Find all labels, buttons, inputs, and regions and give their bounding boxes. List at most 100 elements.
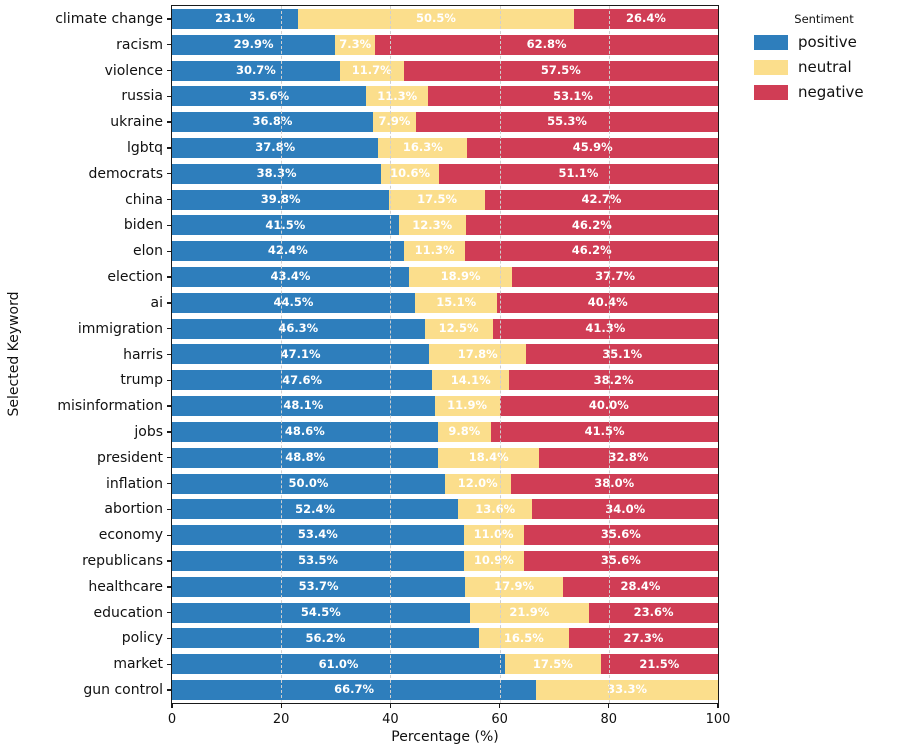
y-tick-label: economy	[98, 527, 163, 544]
y-tick-mark	[167, 431, 171, 433]
bar-value-label: 61.0%	[318, 656, 359, 671]
bar-value-label: 53.7%	[298, 579, 339, 594]
bar-segment-positive: 43.4%	[172, 267, 409, 288]
bar-row: 42.4% 11.3% 46.2%	[172, 238, 718, 264]
bar-stack: 29.9% 7.3% 62.8%	[172, 34, 718, 55]
bar-stack: 53.4% 11.0% 35.6%	[172, 525, 718, 546]
bar-stack: 47.1% 17.8% 35.1%	[172, 344, 718, 365]
bar-segment-negative: 46.2%	[465, 241, 718, 262]
bar-row: 47.6% 14.1% 38.2%	[172, 367, 718, 393]
bar-value-label: 47.6%	[282, 372, 323, 387]
bar-value-label: 11.7%	[351, 62, 392, 77]
gridline	[281, 6, 283, 703]
y-tick-label: lgbtq	[126, 139, 163, 156]
bar-segment-neutral: 17.5%	[505, 654, 601, 675]
bar-segment-positive: 23.1%	[172, 8, 299, 29]
bar-row: 50.0% 12.0% 38.0%	[172, 471, 718, 497]
y-tick-label: democrats	[88, 165, 163, 182]
bar-value-label: 48.1%	[283, 398, 324, 413]
bar-stack: 37.8% 16.3% 45.9%	[172, 137, 718, 158]
gridline	[608, 6, 610, 703]
y-tick-label: healthcare	[88, 578, 163, 595]
bar-segment-negative: 38.2%	[509, 370, 718, 391]
y-tick-mark	[167, 663, 171, 665]
y-tick-mark	[167, 586, 171, 588]
bar-segment-neutral: 13.6%	[458, 499, 533, 520]
plot-area: 23.1% 50.5% 26.4% 29.9% 7.3% 62.8% 30.7% 11.7% 5…	[171, 5, 719, 704]
bar-row: 35.6% 11.3% 53.1%	[172, 83, 718, 109]
bar-stack: 30.7% 11.7% 57.5%	[172, 60, 718, 81]
bar-segment-positive: 50.0%	[172, 473, 445, 494]
bar-segment-negative: 34.0%	[532, 499, 718, 520]
bar-value-label: 10.6%	[390, 166, 430, 181]
y-tick-mark	[167, 508, 171, 511]
bar-row: 23.1% 50.5% 26.4%	[172, 6, 718, 32]
bar-value-label: 46.2%	[571, 217, 612, 232]
bar-row: 48.1% 11.9% 40.0%	[172, 393, 718, 419]
bar-segment-negative: 46.2%	[465, 215, 718, 236]
bar-segment-negative: 51.1%	[438, 163, 718, 184]
bar-segment-neutral: 16.5%	[478, 628, 569, 649]
bar-segment-neutral: 15.1%	[414, 292, 498, 313]
y-tick-mark	[167, 250, 171, 252]
x-tick-mark	[280, 704, 282, 708]
bar-stack: 48.6% 9.8% 41.5%	[172, 421, 718, 442]
bar-stack: 53.7% 17.9% 28.4%	[172, 576, 718, 597]
bar-row: 53.4% 11.0% 35.6%	[172, 522, 718, 548]
bar-segment-negative: 23.6%	[589, 602, 718, 623]
bar-segment-negative: 41.3%	[492, 318, 718, 339]
y-tick-label: russia	[121, 88, 163, 105]
bar-value-label: 23.6%	[633, 604, 674, 619]
bar-value-label: 7.3%	[339, 36, 372, 51]
bar-segment-positive: 42.4%	[172, 241, 404, 262]
bar-value-label: 15.1%	[436, 295, 477, 310]
bar-segment-positive: 46.3%	[172, 318, 425, 339]
bar-value-label: 12.0%	[457, 475, 498, 490]
bar-value-label: 38.3%	[256, 166, 297, 181]
bar-segment-negative: 26.4%	[573, 8, 718, 29]
bar-segment-neutral: 18.9%	[408, 267, 513, 288]
bar-value-label: 11.9%	[447, 398, 488, 413]
bar-value-label: 21.9%	[509, 604, 550, 619]
bar-stack: 44.5% 15.1% 40.4%	[172, 292, 718, 313]
bar-value-label: 40.4%	[587, 295, 628, 310]
y-tick-mark	[167, 147, 171, 149]
bar-segment-positive: 53.7%	[172, 576, 466, 597]
bar-row: 48.8% 18.4% 32.8%	[172, 445, 718, 471]
bar-segment-negative: 41.5%	[491, 421, 718, 442]
bar-stack: 46.3% 12.5% 41.3%	[172, 318, 718, 339]
bar-value-label: 36.8%	[252, 114, 293, 129]
bar-value-label: 17.5%	[532, 656, 573, 671]
bar-value-label: 10.9%	[473, 553, 514, 568]
bar-value-label: 38.0%	[594, 475, 635, 490]
bar-row: 43.4% 18.9% 37.7%	[172, 264, 718, 290]
bar-value-label: 13.6%	[475, 501, 516, 516]
bar-value-label: 50.0%	[288, 475, 329, 490]
bar-segment-negative: 38.0%	[510, 473, 718, 494]
legend-label: positive	[798, 33, 857, 51]
y-tick-mark	[167, 302, 171, 304]
bar-value-label: 18.9%	[440, 269, 481, 284]
y-tick-mark	[167, 276, 171, 278]
bar-segment-negative: 55.3%	[416, 112, 718, 133]
y-tick-mark	[167, 173, 171, 175]
bar-stack: 54.5% 21.9% 23.6%	[172, 602, 718, 623]
bar-segment-neutral: 7.3%	[335, 34, 376, 55]
bar-value-label: 17.5%	[417, 191, 458, 206]
y-tick-label: inflation	[106, 475, 163, 492]
y-tick-mark	[167, 560, 171, 562]
bar-value-label: 53.4%	[297, 527, 338, 542]
bar-row: 56.2% 16.5% 27.3%	[172, 626, 718, 652]
bar-value-label: 39.8%	[260, 191, 301, 206]
bar-value-label: 17.8%	[457, 346, 498, 361]
legend-swatch-negative	[754, 84, 788, 100]
bar-value-label: 50.5%	[416, 11, 456, 26]
bar-value-label: 47.1%	[280, 346, 321, 361]
x-tick-mark	[498, 704, 501, 708]
y-tick-mark	[167, 18, 171, 20]
bar-stack: 35.6% 11.3% 53.1%	[172, 86, 718, 107]
y-tick-label: ai	[150, 294, 163, 311]
bar-segment-negative: 40.0%	[499, 396, 718, 417]
bar-value-label: 37.8%	[255, 140, 296, 155]
bar-row: 53.5% 10.9% 35.6%	[172, 548, 718, 574]
